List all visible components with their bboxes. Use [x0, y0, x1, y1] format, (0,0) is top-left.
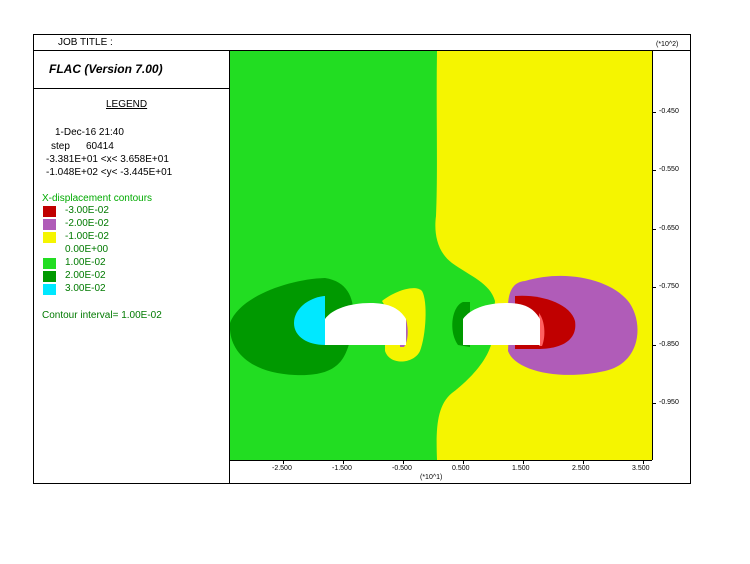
y-tick-label: -0.850: [659, 341, 679, 348]
legend-contour-title: X-displacement contours: [42, 193, 153, 204]
x-tick-label: 2.500: [572, 465, 590, 472]
legend-level-label: 3.00E-02: [65, 283, 106, 294]
legend-swatch: [43, 206, 56, 217]
legend-step-value: 60414: [86, 141, 114, 152]
x-tick-label: 0.500: [452, 465, 470, 472]
contour-left-3e-2-zone: [294, 296, 325, 345]
tunnel-opening-left: [325, 303, 406, 345]
legend-swatch: [43, 245, 56, 256]
legend-swatch: [43, 258, 56, 269]
legend-swatch: [43, 232, 56, 243]
legend-x-range: -3.381E+01 <x< 3.658E+01: [46, 154, 169, 165]
y-tick-mark: [652, 170, 656, 171]
x-tick-mark: [523, 460, 524, 464]
legend-divider: [33, 88, 230, 89]
x-tick-label: 3.500: [632, 465, 650, 472]
x-tick-label: -0.500: [392, 465, 412, 472]
tunnel-opening-right: [463, 303, 540, 345]
legend-swatch: [43, 284, 56, 295]
job-title-label: JOB TITLE :: [58, 37, 113, 48]
x-tick-label: 1.500: [512, 465, 530, 472]
x-tick-mark: [283, 460, 284, 464]
legend-level-label: -3.00E-02: [65, 205, 109, 216]
contour-plot: [230, 51, 652, 460]
contour-negative-zone: [435, 51, 652, 460]
y-tick-label: -0.550: [659, 166, 679, 173]
y-tick-mark: [652, 345, 656, 346]
x-scale-label: (*10^1): [420, 474, 443, 481]
legend-y-range: -1.048E+02 <y< -3.445E+01: [46, 167, 173, 178]
contour-svg: [230, 51, 652, 460]
bottom-axis-line: [229, 460, 652, 461]
legend-level-label: -1.00E-02: [65, 231, 109, 242]
x-tick-label: -2.500: [272, 465, 292, 472]
legend-title: LEGEND: [106, 99, 148, 110]
y-tick-label: -0.950: [659, 399, 679, 406]
x-tick-label: -1.500: [332, 465, 352, 472]
legend-swatch: [43, 219, 56, 230]
app-title: FLAC (Version 7.00): [49, 62, 163, 76]
y-tick-label: -0.450: [659, 108, 679, 115]
y-tick-label: -0.650: [659, 225, 679, 232]
y-tick-label: -0.750: [659, 283, 679, 290]
legend-level-label: 0.00E+00: [65, 244, 109, 255]
x-tick-mark: [463, 460, 464, 464]
x-tick-mark: [583, 460, 584, 464]
legend-contour-interval: Contour interval= 1.00E-02: [42, 310, 162, 321]
x-tick-mark: [403, 460, 404, 464]
legend-swatch: [43, 271, 56, 282]
legend-level-label: 1.00E-02: [65, 257, 106, 268]
title-divider: [33, 50, 691, 51]
x-tick-mark: [643, 460, 644, 464]
x-tick-mark: [343, 460, 344, 464]
legend-step-label: step: [51, 141, 70, 152]
right-axis-line: [652, 50, 653, 460]
y-tick-mark: [652, 229, 656, 230]
y-scale-label: (*10^2): [656, 41, 679, 48]
contour-right-light-red-zone: [539, 313, 545, 346]
legend-date-time: 1-Dec-16 21:40: [55, 127, 124, 138]
y-tick-mark: [652, 287, 656, 288]
legend-level-label: 2.00E-02: [65, 270, 106, 281]
panel-divider: [229, 50, 230, 484]
legend-level-label: -2.00E-02: [65, 218, 109, 229]
y-tick-mark: [652, 112, 656, 113]
y-tick-mark: [652, 403, 656, 404]
plot-frame: [33, 34, 691, 484]
